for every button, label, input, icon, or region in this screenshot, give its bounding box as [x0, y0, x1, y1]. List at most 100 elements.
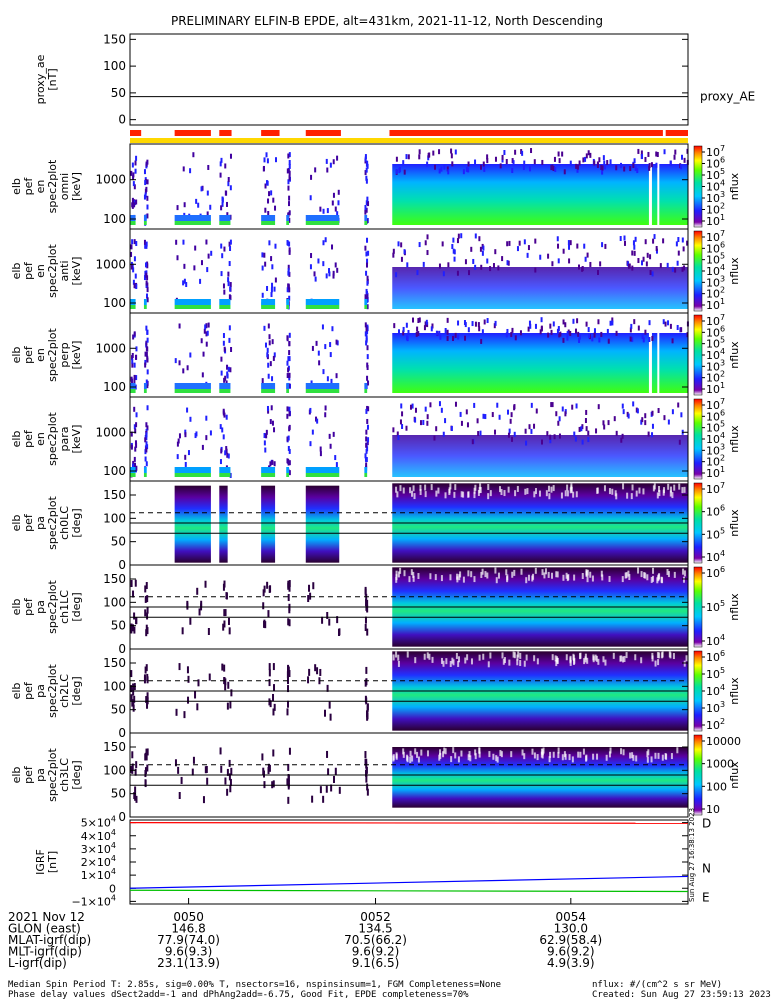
panel-ylabel: elb pef pa spec2plot ch0LC [deg] [10, 496, 83, 550]
spectro-speck [315, 340, 318, 346]
spectro-speck [477, 322, 480, 328]
spectro-speck [133, 202, 136, 208]
spectro-speck [632, 401, 635, 407]
spectro-speck [533, 423, 536, 429]
pa-speck [186, 666, 189, 674]
spectro-speck [288, 241, 291, 247]
spectro-speck [288, 448, 291, 454]
spectro-speck [442, 431, 445, 437]
spectro-speck [176, 255, 179, 261]
pa-speck [566, 490, 569, 497]
spectro-speck [559, 331, 562, 337]
spectro-speck [145, 186, 148, 192]
pa-speck [652, 575, 655, 582]
spectro-speck [199, 278, 202, 284]
spectro-low-energy [143, 467, 147, 473]
spectro-speck [641, 417, 644, 423]
spectro-speck [310, 380, 313, 386]
spectro-speck [677, 250, 680, 256]
y-tick-label: 100 [103, 212, 126, 226]
pa-speck [144, 609, 147, 617]
spectro-speck [227, 453, 230, 459]
spectro-speck [686, 148, 689, 154]
pa-speck [575, 491, 578, 498]
pa-speck [579, 751, 582, 758]
spectro-speck [591, 336, 594, 342]
spectro-speck [575, 403, 578, 409]
pa-speck [533, 491, 536, 498]
spectro-speck [197, 202, 200, 208]
pa-speck [220, 765, 223, 773]
spectro-speck [547, 332, 550, 338]
spectro-speck [648, 337, 651, 343]
pa-speck [513, 569, 516, 576]
spectro-speck [418, 154, 421, 160]
spectro-speck [507, 409, 510, 415]
spectro-speck [402, 160, 405, 166]
pa-speck [687, 573, 690, 580]
spectro-speck [135, 155, 138, 161]
spectro-speck [144, 362, 147, 368]
spectro-low-energy [143, 215, 147, 221]
pa-speck [454, 752, 457, 759]
pa-speck [586, 569, 589, 576]
spectro-speck [310, 174, 313, 180]
spectro-speck [322, 208, 325, 214]
pa-speck [487, 484, 490, 491]
spectro-speck [578, 426, 581, 432]
spectro-speck [453, 249, 456, 255]
pa-speck [572, 654, 575, 661]
pa-speck [667, 571, 670, 578]
pa-speck [605, 754, 608, 761]
spectro-speck [146, 275, 149, 281]
spectro-speck [651, 432, 654, 438]
spectro-speck [633, 158, 636, 164]
spectro-speck [286, 413, 289, 419]
spectro-speck [587, 150, 590, 156]
ylabel-line: pef [22, 261, 35, 280]
spectro-speck [511, 327, 514, 333]
ylabel-line: [deg] [70, 676, 83, 705]
pa-speck [586, 576, 589, 583]
spectro-speck [204, 324, 207, 330]
spectro-speck [446, 335, 449, 341]
colorbar [693, 734, 703, 816]
pa-speck [632, 754, 635, 761]
spectro-speck [265, 433, 268, 439]
spectro-speck [286, 240, 289, 246]
spectro-speck [230, 346, 233, 352]
pa-speck [602, 656, 605, 663]
spectro-speck [615, 165, 618, 171]
spectro-speck [228, 241, 231, 247]
spectro-speck [274, 205, 277, 211]
spectro-speck [177, 438, 180, 444]
pa-speck [287, 685, 290, 693]
spectro-speck [186, 365, 189, 371]
pa-speck [145, 582, 148, 590]
pa-speck [646, 756, 649, 763]
spectro-speck [501, 154, 504, 160]
spectro-speck [366, 294, 369, 300]
spectro-speck [288, 356, 291, 362]
spectro-speck [132, 267, 135, 273]
pa-speck [419, 484, 422, 491]
spectro-speck [648, 165, 651, 171]
axis-row-label: MLAT-igrf(dip) [8, 933, 91, 947]
spectro-main [392, 435, 688, 477]
spectro-speck [450, 426, 453, 432]
spectro-low-energy [174, 383, 211, 389]
pa-speck [533, 655, 536, 662]
pa-speck [262, 767, 265, 775]
pa-speck [448, 487, 451, 494]
spectro-speck [576, 167, 579, 173]
pa-speck [500, 751, 503, 758]
spectro-speck [288, 470, 291, 476]
spectro-speck [511, 436, 514, 442]
ylabel-line: anti [58, 260, 71, 281]
spectro-speck [506, 241, 509, 247]
spectro-speck [586, 252, 589, 258]
pa-speck [287, 780, 290, 788]
spectro-speck [288, 460, 291, 466]
pa-speck [226, 768, 229, 776]
